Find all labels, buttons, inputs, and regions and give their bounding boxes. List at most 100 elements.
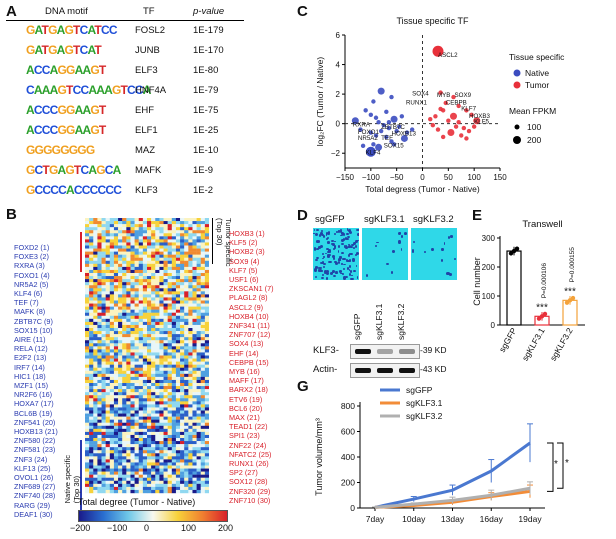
heatmap-cell	[171, 343, 177, 347]
heatmap-cell	[200, 386, 206, 390]
point-label: SOX4	[412, 91, 429, 98]
heatmap-cell	[196, 318, 201, 323]
heatmap-cell	[142, 474, 148, 478]
heatmap-cell	[155, 221, 160, 225]
heatmap-cell	[175, 367, 181, 371]
cell-dot	[326, 272, 330, 276]
heatmap-cell	[97, 239, 102, 243]
tf-name: JUNB	[135, 45, 160, 56]
heatmap-cell	[93, 453, 98, 457]
heatmap-cell	[85, 266, 90, 271]
heatmap-cell	[147, 321, 152, 326]
heatmap-cell	[109, 407, 115, 411]
heatmap-cell	[122, 425, 127, 430]
heatmap-cell	[171, 407, 177, 411]
heatmap-cell	[130, 303, 135, 307]
heatmap-cell	[93, 324, 98, 329]
heatmap-cell	[147, 358, 152, 362]
heatmap-cell	[101, 340, 106, 344]
heatmap-cell	[171, 349, 177, 353]
heatmap-cell	[89, 263, 94, 268]
heatmap-cell	[163, 221, 168, 225]
heatmap-cell	[167, 273, 172, 277]
heatmap-cell	[109, 230, 115, 234]
heatmap-cell	[138, 355, 144, 359]
heatmap-cell	[109, 431, 115, 436]
heatmap-cell	[200, 395, 206, 399]
heatmap-cell	[138, 324, 144, 329]
heatmap-cell	[134, 312, 139, 316]
heatmap-cell	[200, 343, 206, 347]
heatmap-cell	[97, 422, 102, 426]
heatmap-cell	[105, 324, 110, 329]
heatmap-cell	[105, 373, 110, 378]
heatmap-cell	[126, 425, 131, 430]
heatmap-cell	[138, 263, 144, 268]
heatmap-cell	[196, 279, 201, 283]
wb-band	[355, 349, 371, 354]
heatmap-cell	[97, 471, 102, 475]
heatmap-cell	[97, 389, 102, 393]
heatmap-cell	[109, 444, 115, 448]
heatmap-cell	[167, 477, 172, 481]
heatmap-cell	[118, 254, 123, 258]
heatmap-cell	[113, 379, 119, 384]
heatmap-cell	[188, 398, 193, 402]
heatmap-cell	[85, 331, 90, 335]
motif-base: C	[33, 103, 43, 117]
heatmap-cell	[155, 309, 160, 313]
heatmap-cell	[126, 236, 131, 240]
heatmap-cell	[118, 273, 123, 277]
heatmap-cell	[175, 263, 181, 268]
data-point	[389, 139, 394, 144]
heatmap-cell	[159, 428, 164, 433]
heatmap-cell	[171, 468, 177, 472]
heatmap-cell	[159, 321, 164, 326]
heatmap-cell	[134, 346, 139, 350]
heatmap-cell	[167, 447, 172, 451]
heatmap-cell	[142, 312, 148, 316]
heatmap-cell	[175, 404, 181, 408]
heatmap-cell	[130, 291, 135, 295]
heatmap-cell	[171, 337, 177, 341]
heatmap-cell	[85, 456, 90, 460]
size-legend-marker	[514, 124, 520, 130]
heatmap-cell	[126, 269, 131, 274]
heatmap-cell	[200, 410, 206, 414]
heatmap-cell	[184, 315, 189, 320]
heatmap-cell	[167, 474, 172, 478]
heatmap-cell	[97, 398, 102, 402]
heatmap-cell	[188, 282, 193, 286]
heatmap-cell	[93, 410, 98, 414]
heatmap-cell	[134, 370, 139, 375]
tumor-tf-item: RUNX1 (26)	[229, 459, 269, 469]
heatmap-cell	[118, 263, 123, 268]
heatmap-cell	[151, 361, 156, 365]
heatmap-cell	[142, 251, 148, 255]
heatmap-cell	[89, 242, 94, 246]
heatmap-cell	[200, 434, 206, 439]
heatmap-cell	[122, 251, 127, 255]
transwell-image	[313, 228, 359, 280]
heatmap-cell	[151, 328, 156, 332]
heatmap-cell	[175, 389, 181, 393]
heatmap-cell	[204, 379, 209, 384]
heatmap-cell	[130, 444, 135, 448]
heatmap-cell	[126, 309, 131, 313]
legend-marker	[513, 81, 521, 89]
heatmap-cell	[155, 401, 160, 405]
heatmap-cell	[105, 254, 110, 258]
heatmap-cell	[155, 306, 160, 310]
heatmap-cell	[159, 306, 164, 310]
wb-band	[355, 368, 371, 373]
heatmap-cell	[151, 434, 156, 439]
heatmap-cell	[105, 321, 110, 326]
heatmap-cell	[184, 303, 189, 307]
heatmap-cell	[180, 404, 185, 408]
heatmap-cell	[113, 346, 119, 350]
heatmap-cell	[204, 392, 209, 396]
heatmap-cell	[184, 459, 189, 463]
heatmap-cell	[85, 447, 90, 451]
heatmap-cell	[163, 279, 168, 283]
heatmap-cell	[184, 392, 189, 396]
